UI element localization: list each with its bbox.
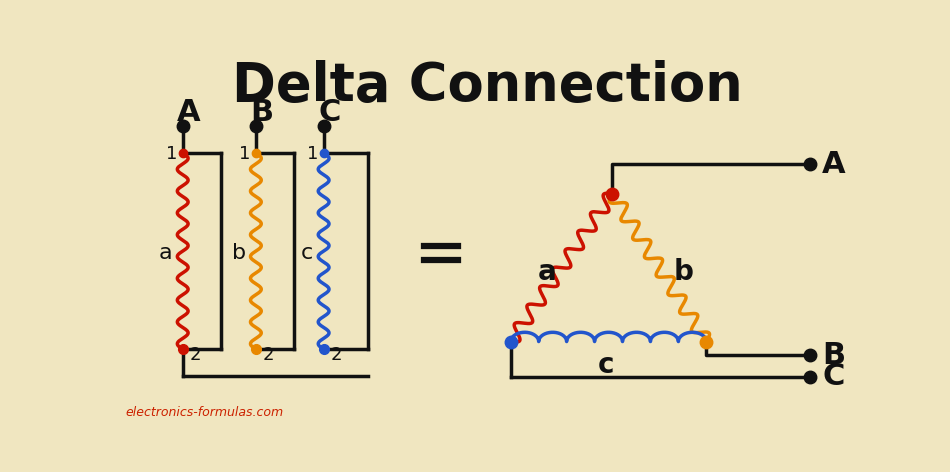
Text: C: C — [822, 362, 845, 391]
Text: c: c — [598, 351, 615, 379]
Text: 1: 1 — [307, 145, 318, 163]
Text: A: A — [822, 150, 846, 179]
Text: Delta Connection: Delta Connection — [232, 60, 742, 112]
Text: C: C — [318, 98, 341, 127]
Text: b: b — [674, 258, 694, 286]
Text: A: A — [177, 98, 200, 127]
Text: B: B — [251, 98, 274, 127]
Text: b: b — [232, 243, 246, 263]
Text: 2: 2 — [262, 346, 274, 364]
Text: a: a — [538, 258, 557, 286]
Text: electronics-formulas.com: electronics-formulas.com — [125, 406, 283, 419]
Text: c: c — [300, 243, 313, 263]
Text: 1: 1 — [239, 145, 251, 163]
Text: 2: 2 — [189, 346, 200, 364]
Text: a: a — [159, 243, 173, 263]
Text: 2: 2 — [331, 346, 342, 364]
Text: B: B — [822, 341, 845, 370]
Text: 1: 1 — [166, 145, 178, 163]
